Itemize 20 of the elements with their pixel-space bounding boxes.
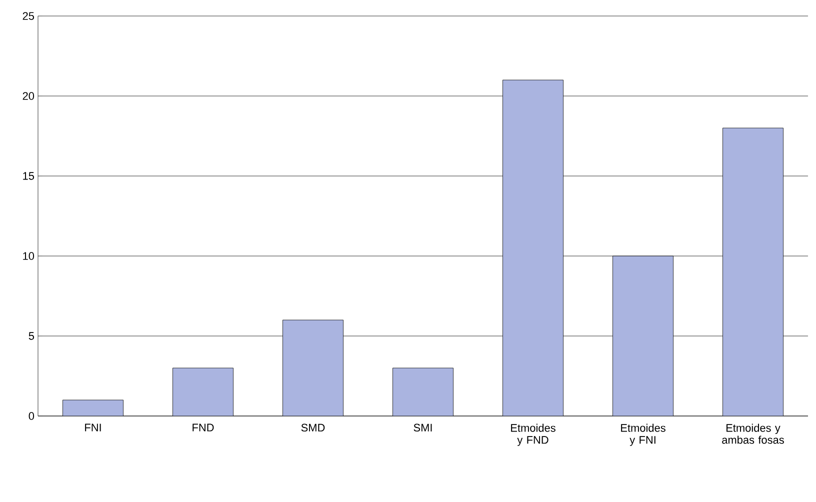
bar (172, 368, 234, 416)
x-tick-label: FND (192, 424, 214, 432)
x-tick-label: Etmoides y ambas fosas (722, 424, 784, 444)
x-tick-label: Etmoides y FNI (621, 424, 666, 446)
y-tick-label: 10 (23, 252, 34, 260)
x-tick-label: Etmoides y FND (511, 424, 556, 446)
x-tick-label: SMD (301, 424, 325, 432)
bar (612, 256, 674, 416)
y-tick-label: 25 (22, 12, 34, 20)
x-tick-label: FNI (85, 424, 101, 432)
bar (282, 320, 344, 416)
y-tick-label: 15 (23, 172, 34, 180)
y-tick-label: 5 (28, 332, 34, 340)
bar (392, 368, 454, 416)
y-tick-label: 0 (28, 412, 34, 420)
y-tick-label: 20 (22, 92, 34, 100)
bar (722, 128, 784, 416)
bar (502, 80, 564, 416)
bar (62, 400, 124, 416)
x-tick-label: SMI (414, 424, 432, 432)
